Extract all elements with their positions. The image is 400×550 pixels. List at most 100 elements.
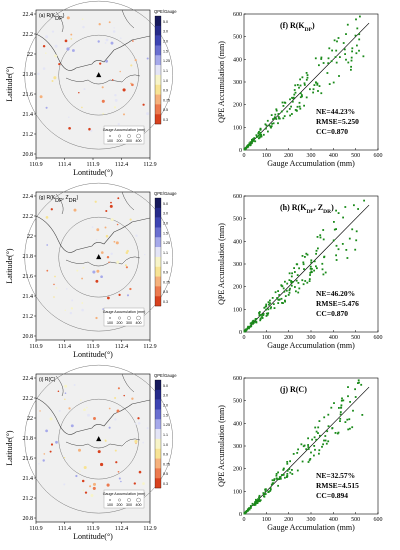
data-point bbox=[258, 131, 260, 133]
gauge-marker bbox=[137, 417, 140, 420]
data-point bbox=[247, 508, 250, 510]
ytick-label: 600 bbox=[233, 376, 242, 382]
data-point bbox=[296, 263, 299, 266]
data-point bbox=[277, 290, 279, 292]
y-axis-label: QPE Accumulation (mm) bbox=[217, 223, 226, 305]
gauge-marker bbox=[97, 40, 100, 43]
xtick-label: 200 bbox=[284, 517, 293, 523]
gauge-marker bbox=[55, 287, 58, 289]
gauge-marker bbox=[58, 62, 61, 66]
data-point bbox=[252, 139, 255, 142]
data-point bbox=[271, 122, 273, 125]
data-point bbox=[350, 59, 353, 62]
size-legend-value: 100 bbox=[107, 321, 113, 325]
map-ytick-label: 21.2 bbox=[23, 132, 34, 138]
size-legend-symbol bbox=[118, 134, 121, 138]
data-point bbox=[349, 401, 351, 403]
colorbar-segment bbox=[155, 276, 161, 287]
colorbar-tick-label: 0.3 bbox=[163, 300, 168, 304]
gauge-marker bbox=[95, 279, 99, 283]
data-point bbox=[340, 406, 342, 409]
data-point bbox=[358, 49, 360, 52]
data-point bbox=[320, 58, 323, 60]
gauge-marker bbox=[146, 427, 149, 430]
data-point bbox=[289, 460, 291, 463]
gauge-marker bbox=[37, 72, 40, 76]
data-point bbox=[312, 88, 315, 91]
colorbar-tick-label: 0.75 bbox=[163, 280, 170, 284]
gauge-marker bbox=[38, 463, 40, 465]
data-point bbox=[340, 399, 343, 402]
gauge-marker bbox=[75, 474, 78, 478]
data-point bbox=[309, 88, 311, 91]
data-point bbox=[306, 76, 309, 79]
data-point bbox=[330, 60, 333, 63]
stat-line: NE=46.20% bbox=[316, 289, 355, 298]
gauge-marker bbox=[119, 70, 121, 73]
data-point bbox=[288, 291, 291, 294]
data-point bbox=[315, 430, 318, 433]
map-panel-b: Gauge Accumulation (mm) 100 200 300 400 (g) R… bbox=[5, 182, 177, 359]
one-to-one-line bbox=[243, 22, 370, 151]
data-point bbox=[349, 427, 351, 430]
gauge-marker bbox=[134, 59, 137, 62]
data-point bbox=[326, 72, 329, 74]
data-point bbox=[291, 281, 294, 283]
colorbar-tick-label: 0.5 bbox=[163, 472, 168, 476]
data-point bbox=[308, 278, 311, 280]
gauge-marker bbox=[81, 308, 84, 312]
data-point bbox=[248, 507, 251, 509]
data-point bbox=[309, 265, 312, 268]
data-point bbox=[346, 257, 349, 259]
data-point bbox=[268, 303, 270, 306]
panel-title: (h) R(KDP, ZDR) bbox=[280, 203, 334, 215]
data-point bbox=[317, 432, 319, 434]
data-point bbox=[344, 421, 347, 423]
xtick-label: 200 bbox=[284, 335, 293, 341]
data-point bbox=[259, 317, 262, 320]
data-point bbox=[269, 487, 272, 489]
data-point bbox=[346, 418, 349, 421]
colorbar-tick-label: 5.0 bbox=[163, 20, 168, 24]
gauge-marker bbox=[94, 200, 97, 203]
size-legend-value: 300 bbox=[126, 139, 132, 143]
label-part: DR bbox=[323, 209, 332, 215]
gauge-marker bbox=[105, 209, 108, 213]
data-point bbox=[333, 228, 336, 231]
data-point bbox=[282, 473, 285, 476]
data-point bbox=[270, 483, 273, 486]
data-point bbox=[284, 476, 286, 479]
data-point bbox=[339, 411, 342, 413]
gauge-marker bbox=[54, 44, 58, 48]
data-point bbox=[255, 499, 258, 502]
gauge-marker bbox=[104, 226, 107, 229]
data-point bbox=[277, 302, 280, 304]
map-ytick-label: 21.6 bbox=[23, 456, 34, 462]
data-point bbox=[271, 479, 274, 482]
colorbar-segment bbox=[155, 104, 161, 115]
gauge-marker bbox=[116, 409, 120, 413]
data-point bbox=[299, 92, 302, 95]
data-point bbox=[250, 322, 252, 325]
colorbar-tick-label: 3.0 bbox=[163, 30, 168, 34]
size-legend-value: 300 bbox=[126, 321, 132, 325]
data-point bbox=[284, 102, 287, 104]
data-point bbox=[247, 144, 250, 147]
gauge-marker bbox=[109, 204, 113, 208]
radar-site-icon bbox=[96, 436, 102, 442]
data-point bbox=[296, 274, 299, 276]
gauge-marker bbox=[77, 448, 82, 452]
island-outline bbox=[65, 74, 141, 85]
x-axis-label: Gauge Accumulation (mm) bbox=[267, 341, 355, 350]
label-part: ) bbox=[331, 203, 334, 212]
gauge-marker bbox=[108, 261, 110, 264]
data-point bbox=[295, 290, 297, 293]
gauge-marker bbox=[45, 35, 49, 39]
ytick-label: 600 bbox=[233, 12, 242, 18]
size-legend-symbol bbox=[127, 134, 131, 138]
data-point bbox=[273, 307, 276, 309]
data-point bbox=[282, 302, 284, 304]
data-point bbox=[254, 321, 257, 323]
map-xtick-label: 111.9 bbox=[86, 344, 99, 350]
data-point bbox=[249, 143, 252, 146]
